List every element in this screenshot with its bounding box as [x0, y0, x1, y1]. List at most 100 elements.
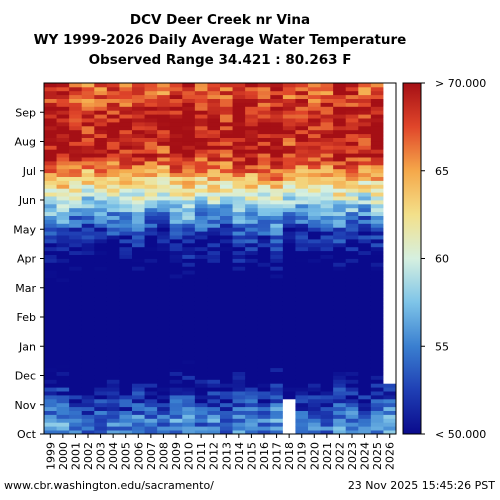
- heatmap-cell: [169, 281, 183, 287]
- heatmap-cell: [81, 215, 95, 220]
- heatmap-cell: [257, 395, 271, 400]
- heatmap-cell: [169, 367, 183, 372]
- heatmap-cell: [106, 379, 120, 384]
- heatmap-cell: [207, 227, 221, 232]
- heatmap-cell: [295, 281, 309, 287]
- heatmap-cell: [370, 359, 384, 365]
- heatmap-cell: [308, 285, 321, 291]
- heatmap-cell: [370, 332, 384, 337]
- heatmap-column-2023: [345, 83, 359, 435]
- heatmap-cell: [308, 289, 321, 294]
- heatmap-cell: [282, 164, 296, 170]
- heatmap-cell: [245, 387, 259, 392]
- heatmap-cell: [119, 422, 133, 427]
- heatmap-cell: [295, 332, 309, 337]
- heatmap-cell: [383, 168, 397, 174]
- heatmap-cell: [56, 242, 70, 248]
- heatmap-cell: [119, 336, 133, 341]
- heatmap-cell: [56, 118, 70, 123]
- heatmap-cell: [194, 344, 208, 349]
- heatmap-cell: [182, 430, 196, 435]
- heatmap-cell: [169, 332, 183, 337]
- heatmap-cell: [132, 133, 145, 138]
- heatmap-cell: [345, 258, 359, 263]
- heatmap-cell: [308, 149, 321, 154]
- heatmap-cell: [106, 258, 120, 263]
- heatmap-cell: [119, 320, 133, 326]
- heatmap-cell: [69, 387, 83, 392]
- heatmap-cell: [358, 281, 372, 287]
- heatmap-cell: [295, 196, 309, 201]
- heatmap-cell: [245, 172, 259, 177]
- heatmap-cell: [94, 219, 108, 224]
- heatmap-column-2025: [370, 83, 384, 435]
- heatmap-cell: [220, 430, 233, 435]
- heatmap-cell: [245, 402, 259, 408]
- heatmap-cell: [345, 324, 359, 330]
- heatmap-cell: [270, 137, 284, 142]
- heatmap-cell: [132, 215, 145, 220]
- heatmap-cell: [232, 320, 246, 326]
- heatmap-cell: [169, 223, 183, 228]
- heatmap-cell: [282, 379, 296, 384]
- heatmap-cell: [182, 328, 196, 333]
- heatmap-cell: [333, 391, 347, 396]
- heatmap-cell: [94, 227, 108, 232]
- heatmap-cell: [308, 137, 321, 142]
- heatmap-cell: [270, 262, 284, 267]
- heatmap-cell: [182, 164, 196, 170]
- heatmap-cell: [56, 157, 70, 162]
- heatmap-cell: [94, 180, 108, 185]
- heatmap-cell: [106, 157, 120, 162]
- heatmap-cell: [257, 83, 271, 88]
- heatmap-cell: [182, 398, 196, 404]
- heatmap-cell: [257, 227, 271, 232]
- heatmap-cell: [157, 239, 171, 244]
- heatmap-cell: [358, 363, 372, 369]
- heatmap-cell: [282, 309, 296, 314]
- heatmap-cell: [220, 90, 233, 96]
- heatmap-cell: [144, 395, 158, 400]
- heatmap-cell: [245, 98, 259, 103]
- heatmap-cell: [44, 219, 57, 224]
- heatmap-cell: [56, 344, 70, 349]
- heatmap-cell: [333, 309, 347, 314]
- heatmap-cell: [245, 332, 259, 337]
- heatmap-cell: [370, 98, 384, 103]
- heatmap-cell: [157, 246, 171, 252]
- heatmap-cell: [182, 219, 196, 224]
- heatmap-cell: [333, 110, 347, 115]
- heatmap-cell: [157, 348, 171, 353]
- heatmap-cell: [232, 188, 246, 193]
- heatmap-cell: [56, 145, 70, 150]
- heatmap-cell: [194, 426, 208, 431]
- heatmap-cell: [245, 86, 259, 92]
- heatmap-cell: [94, 184, 108, 189]
- heatmap-cell: [232, 235, 246, 240]
- heatmap-cell: [232, 211, 246, 216]
- heatmap-cell: [94, 305, 108, 310]
- heatmap-cell: [370, 274, 384, 279]
- heatmap-cell: [81, 227, 95, 232]
- heatmap-cell: [132, 200, 145, 205]
- y-tick-label-oct: Oct: [17, 428, 37, 441]
- heatmap-cell: [358, 317, 372, 322]
- heatmap-cell: [220, 122, 233, 127]
- heatmap-cell: [94, 430, 108, 435]
- heatmap-cell: [69, 348, 83, 353]
- heatmap-cell: [320, 211, 334, 216]
- heatmap-cell: [44, 375, 57, 380]
- heatmap-cell: [320, 406, 334, 411]
- heatmap-cell: [358, 118, 372, 123]
- heatmap-cell: [106, 137, 120, 142]
- heatmap-cell: [270, 141, 284, 146]
- heatmap-cell: [81, 98, 95, 103]
- heatmap-cell: [56, 402, 70, 408]
- heatmap-cell: [44, 418, 57, 423]
- heatmap-cell: [358, 324, 372, 330]
- heatmap-cell: [333, 254, 347, 259]
- heatmap-cell: [81, 133, 95, 138]
- heatmap-cell: [144, 83, 158, 88]
- heatmap-cell: [69, 281, 83, 287]
